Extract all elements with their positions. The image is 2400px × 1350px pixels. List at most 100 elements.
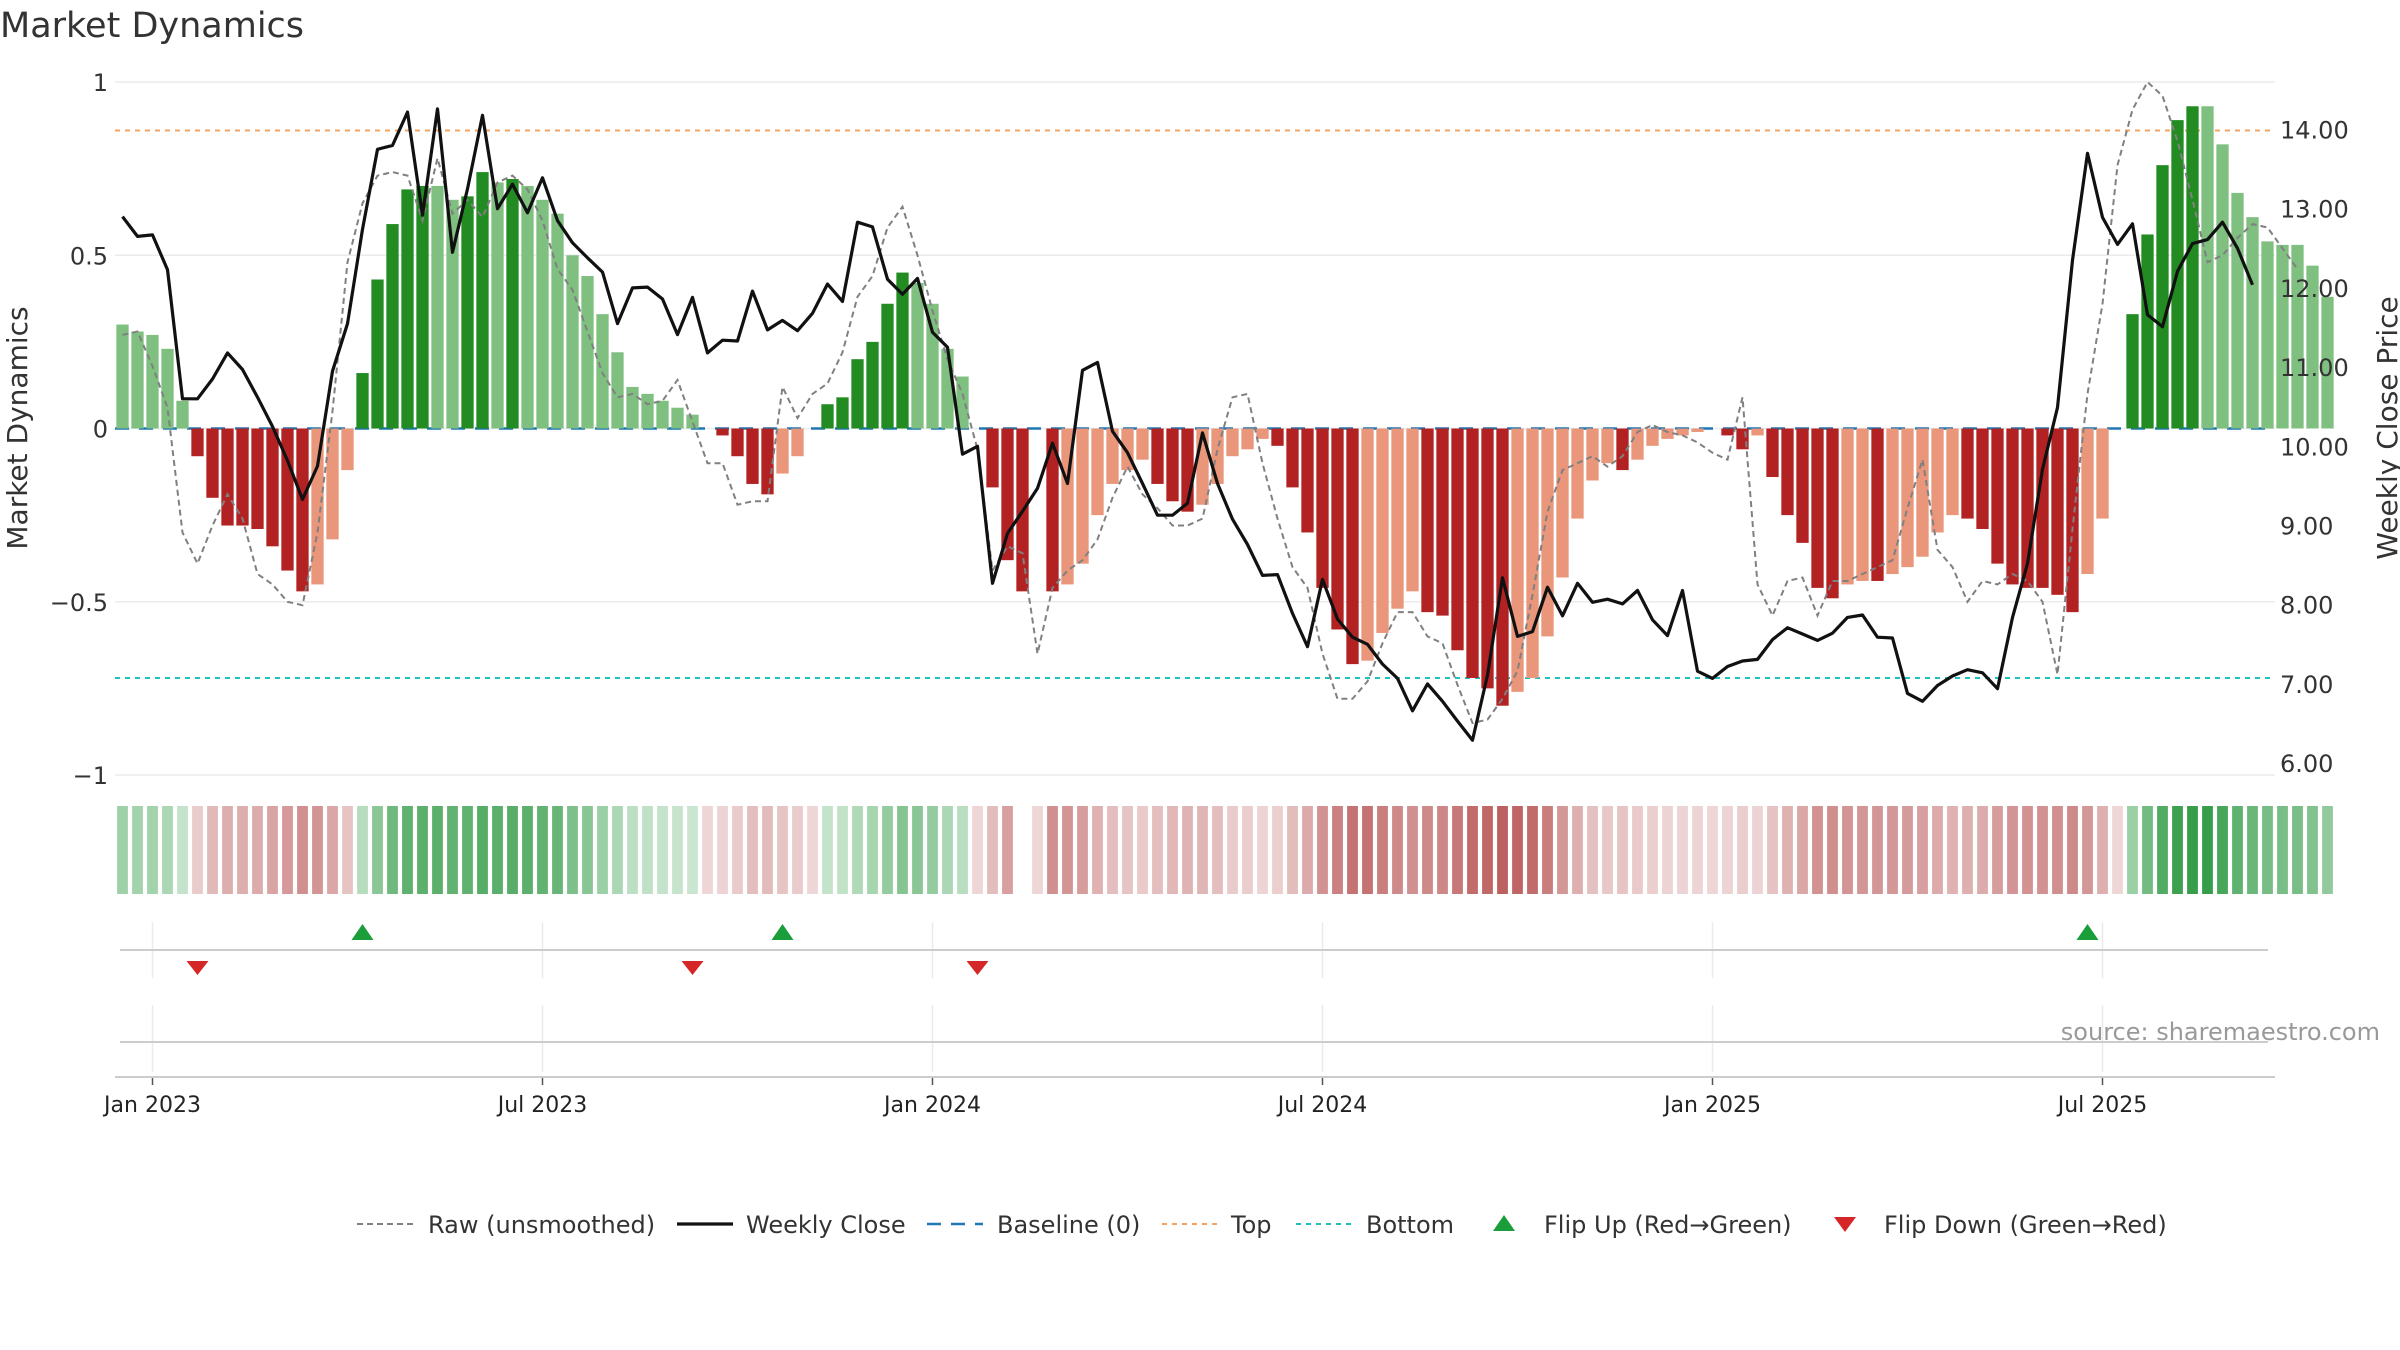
regime-cell [1662, 806, 1673, 894]
regime-cell [402, 806, 413, 894]
dynamics-bar [1001, 428, 1014, 561]
dynamics-bar [1886, 428, 1899, 575]
dynamics-bar [1931, 428, 1944, 533]
regime-cell [1647, 806, 1658, 894]
regime-cell [702, 806, 713, 894]
dynamics-bar [1856, 428, 1869, 581]
regime-cell [1227, 806, 1238, 894]
regime-cell [1182, 806, 1193, 894]
flip-up-marker [771, 924, 794, 940]
regime-cell [1872, 806, 1883, 894]
dynamics-bar [1166, 428, 1179, 502]
dynamics-bar [671, 407, 684, 429]
dynamics-bar [326, 428, 339, 540]
legend-label: Flip Up (Red→Green) [1544, 1211, 1792, 1239]
raw-line [122, 80, 2299, 725]
dynamics-bar [1781, 428, 1794, 516]
dynamics-bar [2291, 244, 2304, 429]
dynamics-bar [641, 393, 654, 429]
y2-axis-label: Weekly Close Price [2371, 296, 2400, 559]
regime-cell [2247, 806, 2258, 894]
regime-cell [1452, 806, 1463, 894]
regime-cell [267, 806, 278, 894]
regime-cell [1752, 806, 1763, 894]
dynamics-bar [1616, 428, 1629, 471]
regime-cell [237, 806, 248, 894]
dynamics-bar [611, 352, 624, 429]
regime-cell [492, 806, 503, 894]
regime-cell [1947, 806, 1958, 894]
dynamics-bar [446, 199, 459, 429]
dynamics-bar [1451, 428, 1464, 651]
axes: 1 0.5 0 −0.5 −1 6.00 7.00 8.00 9.00 10.00 11.00 12.… [50, 69, 2349, 1118]
regime-cell [717, 806, 728, 894]
regime-cell [447, 806, 458, 894]
regime-cell [357, 806, 368, 894]
dynamics-bar [596, 314, 609, 429]
flip-markers-panel [120, 922, 2268, 1072]
dynamics-bar [1106, 428, 1119, 484]
dynamics-bar [431, 185, 444, 429]
dynamics-bars [116, 106, 2334, 706]
price-lines [121, 80, 2299, 742]
regime-cell [582, 806, 593, 894]
y-tick-label: −1 [73, 762, 108, 790]
regime-cell [1287, 806, 1298, 894]
dynamics-bar [776, 428, 789, 474]
dynamics-bar [1286, 428, 1299, 488]
regime-cell [2037, 806, 2048, 894]
dynamics-bar [1991, 428, 2004, 564]
dynamics-bar [1676, 428, 1689, 436]
dynamics-bar [1976, 428, 1989, 529]
dynamics-bar [581, 276, 594, 429]
dynamics-bar [566, 255, 579, 429]
regime-cell [957, 806, 968, 894]
dynamics-bar [2036, 428, 2049, 588]
flip-up-marker [351, 924, 374, 940]
regime-cell [1962, 806, 1973, 894]
regime-cell [2022, 806, 2033, 894]
y-tick-label: 1 [93, 69, 108, 97]
regime-cell [2307, 806, 2318, 894]
dynamics-bar [251, 428, 264, 529]
regime-cell [2097, 806, 2108, 894]
reference-lines [115, 129, 2275, 679]
regime-cell [192, 806, 203, 894]
dynamics-bar [1811, 428, 1824, 588]
regime-cell [852, 806, 863, 894]
regime-cell [2127, 806, 2138, 894]
regime-cell [687, 806, 698, 894]
y2-tick-label: 12.00 [2280, 275, 2349, 303]
regime-cell [537, 806, 548, 894]
dynamics-bar [2246, 217, 2259, 429]
legend: Raw (unsmoothed) Weekly Close Baseline (0)… [357, 1211, 2167, 1239]
dynamics-bar [1361, 428, 1374, 661]
regime-cell [2142, 806, 2153, 894]
dynamics-bar [461, 196, 474, 429]
regime-cell [1887, 806, 1898, 894]
dynamics-bar [206, 428, 219, 498]
dynamics-bar [1766, 428, 1779, 478]
regime-cell [2217, 806, 2228, 894]
dynamics-bar [176, 400, 189, 429]
dynamics-bar [491, 182, 504, 429]
regime-cell [552, 806, 563, 894]
regime-cell [2052, 806, 2063, 894]
regime-cell [672, 806, 683, 894]
dynamics-bar [1406, 428, 1419, 592]
x-tick-label: Jul 2023 [496, 1093, 588, 1118]
regime-cell [1572, 806, 1583, 894]
regime-cell [2292, 806, 2303, 894]
dynamics-bar [2186, 106, 2199, 429]
regime-cell [1107, 806, 1118, 894]
regime-cell [1857, 806, 1868, 894]
dynamics-bar [1526, 428, 1539, 678]
regime-strip [117, 806, 2333, 894]
regime-cell [1347, 806, 1358, 894]
regime-cell [2262, 806, 2273, 894]
regime-cell [252, 806, 263, 894]
regime-cell [1512, 806, 1523, 894]
regime-cell [1332, 806, 1343, 894]
regime-cell [1602, 806, 1613, 894]
regime-cell [1467, 806, 1478, 894]
